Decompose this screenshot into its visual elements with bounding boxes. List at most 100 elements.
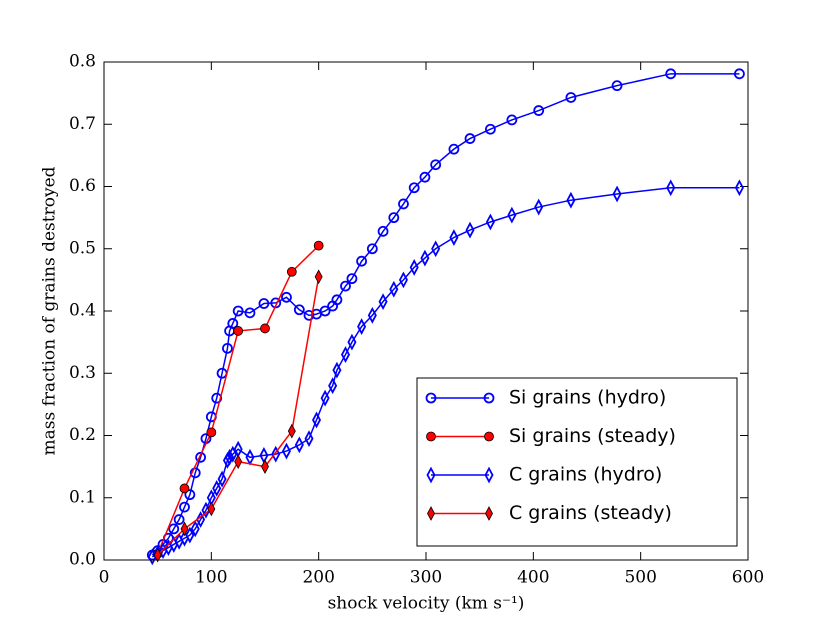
marker <box>534 198 544 216</box>
marker <box>196 511 206 528</box>
y-tick-label: 0.0 <box>69 550 96 570</box>
marker <box>484 123 496 135</box>
x-tick-label: 100 <box>195 568 227 588</box>
marker <box>507 206 517 224</box>
marker <box>484 431 494 442</box>
marker <box>665 68 677 80</box>
marker <box>427 506 435 521</box>
marker <box>286 266 297 277</box>
marker <box>228 445 238 463</box>
marker <box>195 451 207 463</box>
x-tick-label: 300 <box>410 568 442 588</box>
x-tick-label: 0 <box>99 568 110 588</box>
marker <box>260 323 270 334</box>
marker <box>281 291 292 303</box>
marker <box>426 466 436 484</box>
x-tick-label: 500 <box>624 568 656 588</box>
marker <box>173 514 185 525</box>
marker <box>328 377 338 395</box>
marker <box>225 448 235 466</box>
legend-label: Si grains (steady) <box>509 425 676 447</box>
marker <box>222 342 233 354</box>
marker <box>408 182 420 194</box>
marker <box>189 467 201 479</box>
y-tick-label: 0.8 <box>69 52 96 72</box>
marker <box>304 430 314 448</box>
legend-label: C grains (hydro) <box>509 464 662 486</box>
marker <box>332 361 342 379</box>
marker <box>430 159 442 171</box>
y-tick-label: 0.3 <box>69 363 96 383</box>
marker <box>419 171 431 183</box>
marker <box>378 293 388 311</box>
marker <box>153 547 162 563</box>
marker <box>303 309 315 321</box>
marker <box>293 304 305 316</box>
marker <box>485 213 495 231</box>
marker <box>734 179 744 197</box>
marker <box>734 68 745 80</box>
marker <box>449 229 459 246</box>
x-tick-label: 600 <box>732 568 764 588</box>
marker <box>431 240 441 258</box>
marker <box>425 392 437 404</box>
marker <box>222 452 232 469</box>
marker <box>612 185 622 203</box>
marker <box>611 80 623 92</box>
y-tick-label: 0.1 <box>69 487 96 507</box>
marker <box>180 521 189 537</box>
marker <box>377 225 389 237</box>
legend-label: C grains (steady) <box>509 502 672 524</box>
marker <box>420 249 430 267</box>
marker <box>346 273 358 285</box>
marker <box>212 480 222 497</box>
marker <box>426 431 436 442</box>
marker <box>168 523 180 535</box>
marker <box>483 392 495 404</box>
legend-label: Si grains (hydro) <box>509 387 666 409</box>
marker <box>234 454 243 469</box>
marker <box>347 333 357 351</box>
legend-frame <box>416 377 738 547</box>
marker <box>340 346 351 363</box>
marker <box>340 280 351 292</box>
marker <box>314 269 323 285</box>
marker <box>485 506 493 521</box>
marker <box>261 459 269 474</box>
marker <box>357 318 367 335</box>
marker <box>319 305 331 317</box>
y-axis-label: mass fraction of grains destroyed <box>40 166 60 455</box>
marker <box>356 255 368 267</box>
marker <box>179 483 190 494</box>
x-tick-label: 200 <box>302 568 334 588</box>
marker <box>217 470 227 488</box>
marker <box>367 306 377 324</box>
marker <box>233 326 244 336</box>
marker <box>484 466 494 484</box>
marker <box>271 445 281 463</box>
marker <box>464 133 476 144</box>
x-axis-label: shock velocity (km s⁻¹) <box>328 594 525 614</box>
y-tick-label: 0.6 <box>69 176 96 196</box>
y-tick-label: 0.7 <box>69 114 96 134</box>
marker <box>244 307 256 319</box>
marker <box>287 423 296 439</box>
marker <box>190 520 200 538</box>
marker <box>320 389 330 407</box>
marker <box>311 411 322 429</box>
marker <box>227 318 239 329</box>
legend: Si grains (hydro) Si grains (steady) C gra… <box>416 377 738 547</box>
marker <box>565 92 577 103</box>
marker <box>331 294 343 306</box>
marker <box>313 240 324 251</box>
marker <box>185 526 195 544</box>
y-tick-label: 0.5 <box>69 238 96 258</box>
marker <box>184 489 196 501</box>
marker <box>179 501 190 513</box>
series-line <box>156 245 320 555</box>
marker <box>666 179 676 197</box>
y-tick-label: 0.2 <box>69 425 96 445</box>
series-line <box>151 73 740 556</box>
marker <box>533 105 545 116</box>
